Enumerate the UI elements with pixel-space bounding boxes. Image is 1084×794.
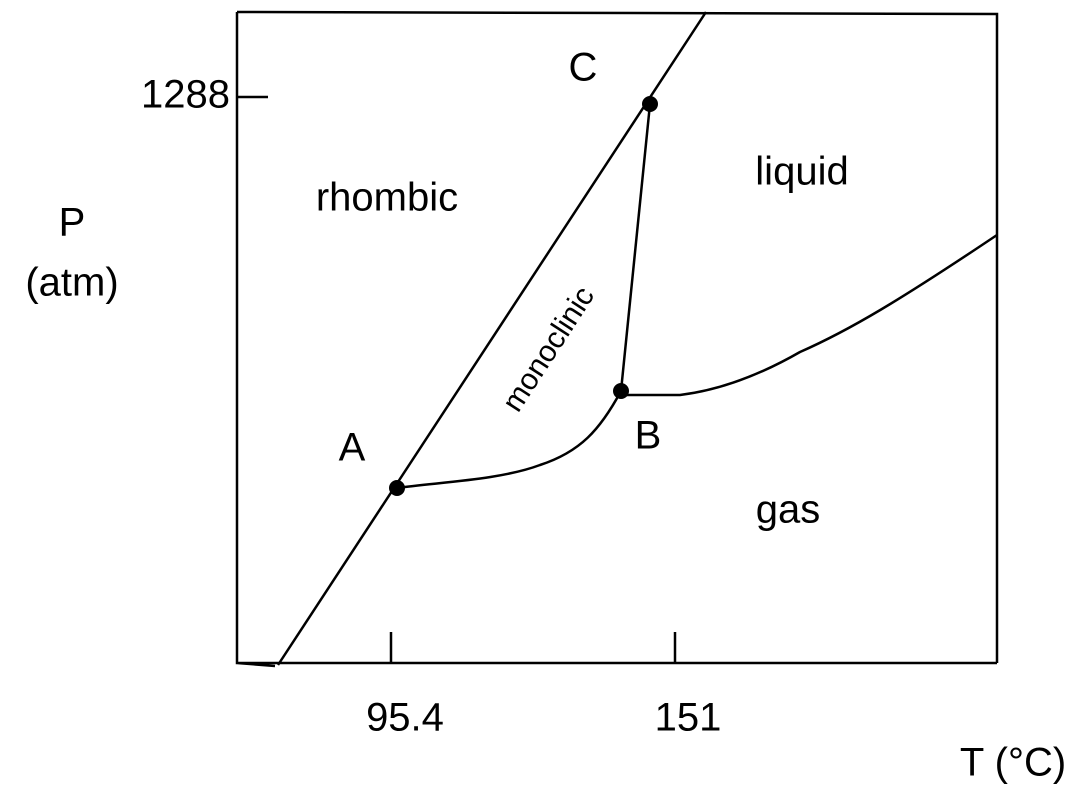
region-label: monoclinic bbox=[496, 281, 601, 418]
x-tick-label: 95.4 bbox=[366, 696, 444, 740]
region-label: liquid bbox=[755, 150, 848, 194]
rhombic-monoclinic-boundary bbox=[276, 11, 708, 666]
region-label: rhombic bbox=[316, 176, 458, 220]
y-tick-label: 1288 bbox=[141, 73, 230, 117]
triple-point bbox=[642, 96, 658, 112]
vaporization-curve bbox=[621, 233, 998, 397]
x-tick-label: 151 bbox=[655, 696, 722, 740]
point-label: B bbox=[635, 414, 662, 458]
y-axis-unit: (atm) bbox=[25, 261, 118, 305]
triple-point bbox=[613, 383, 629, 399]
point-label: C bbox=[569, 46, 598, 90]
y-axis-label: P bbox=[59, 201, 86, 245]
monoclinic-liquid-boundary bbox=[619, 103, 652, 392]
sublimation-curve bbox=[396, 390, 623, 490]
region-label: gas bbox=[756, 488, 821, 532]
x-axis-label: T (°C) bbox=[960, 741, 1066, 785]
triple-point bbox=[389, 480, 405, 496]
point-label: A bbox=[339, 426, 366, 470]
frame bbox=[235, 10, 999, 668]
